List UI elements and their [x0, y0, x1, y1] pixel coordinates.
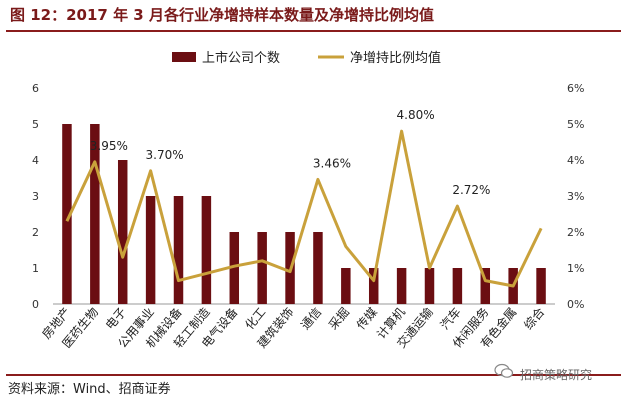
bar: [536, 268, 546, 304]
bar: [480, 268, 491, 304]
y-right-tick-label: 1%: [567, 262, 584, 275]
bar: [368, 268, 379, 304]
x-tick-label: 汽车: [437, 304, 464, 332]
y-right-tick-label: 5%: [567, 118, 584, 131]
data-label: 4.80%: [397, 108, 435, 122]
chart-title: 图 12：2017 年 3 月各行业净增持样本数量及净增持比例均值: [10, 6, 434, 24]
x-tick-label: 通信: [298, 305, 324, 332]
legend-label-bar: 上市公司个数: [202, 50, 280, 66]
bar: [341, 268, 351, 304]
y-left-tick-label: 0: [32, 298, 39, 311]
footer-rule: [6, 374, 621, 376]
bar: [90, 124, 100, 304]
x-tick-label: 综合: [520, 304, 547, 332]
bar: [229, 232, 240, 304]
bar-series: [62, 124, 546, 304]
watermark: 招商策略研究: [520, 368, 593, 382]
bar: [62, 124, 72, 304]
y-left-tick-label: 4: [32, 154, 39, 167]
bar: [257, 232, 267, 304]
y-left-tick-label: 1: [32, 262, 39, 275]
annotations: 3.95% 3.70% 3.46% 4.80% 2.72%: [90, 108, 491, 197]
y-right-tick-label: 4%: [567, 154, 584, 167]
line-series: [65, 129, 543, 288]
y-left-tick-label: 3: [32, 190, 39, 203]
y-left-tick-label: 2: [32, 226, 39, 239]
legend-label-line: 净增持比例均值: [350, 50, 441, 66]
data-label: 3.70%: [146, 148, 184, 162]
legend-swatch-bar: [172, 52, 196, 62]
bar: [173, 196, 184, 304]
wechat-icon: [494, 363, 514, 378]
data-label: 3.46%: [313, 156, 351, 170]
x-tick-label: 传媒: [353, 304, 380, 332]
x-tick-label: 采掘: [325, 304, 352, 332]
legend: 上市公司个数 净增持比例均值: [172, 50, 441, 66]
bar: [396, 268, 407, 304]
bar: [117, 160, 128, 304]
bar: [145, 196, 156, 304]
y-right-tick-label: 6%: [567, 82, 584, 95]
y-left-tick-label: 6: [32, 82, 39, 95]
bar: [313, 232, 323, 304]
bar: [201, 196, 212, 304]
y-right-tick-label: 2%: [567, 226, 584, 239]
data-label: 3.95%: [90, 139, 128, 153]
bar: [424, 268, 435, 304]
bar: [452, 268, 463, 304]
title-bar: 图 12：2017 年 3 月各行业净增持样本数量及净增持比例均值: [6, 0, 621, 32]
source-note: 资料来源：Wind、招商证券: [8, 382, 171, 397]
y-right-tick-label: 3%: [567, 190, 584, 203]
y-right-tick-label: 0%: [567, 298, 584, 311]
data-label: 2.72%: [452, 183, 490, 197]
x-tick-label: 电子: [103, 305, 129, 332]
y-left-tick-label: 5: [32, 118, 39, 131]
x-tick-label: 化工: [242, 305, 268, 332]
line-path: [65, 129, 543, 288]
